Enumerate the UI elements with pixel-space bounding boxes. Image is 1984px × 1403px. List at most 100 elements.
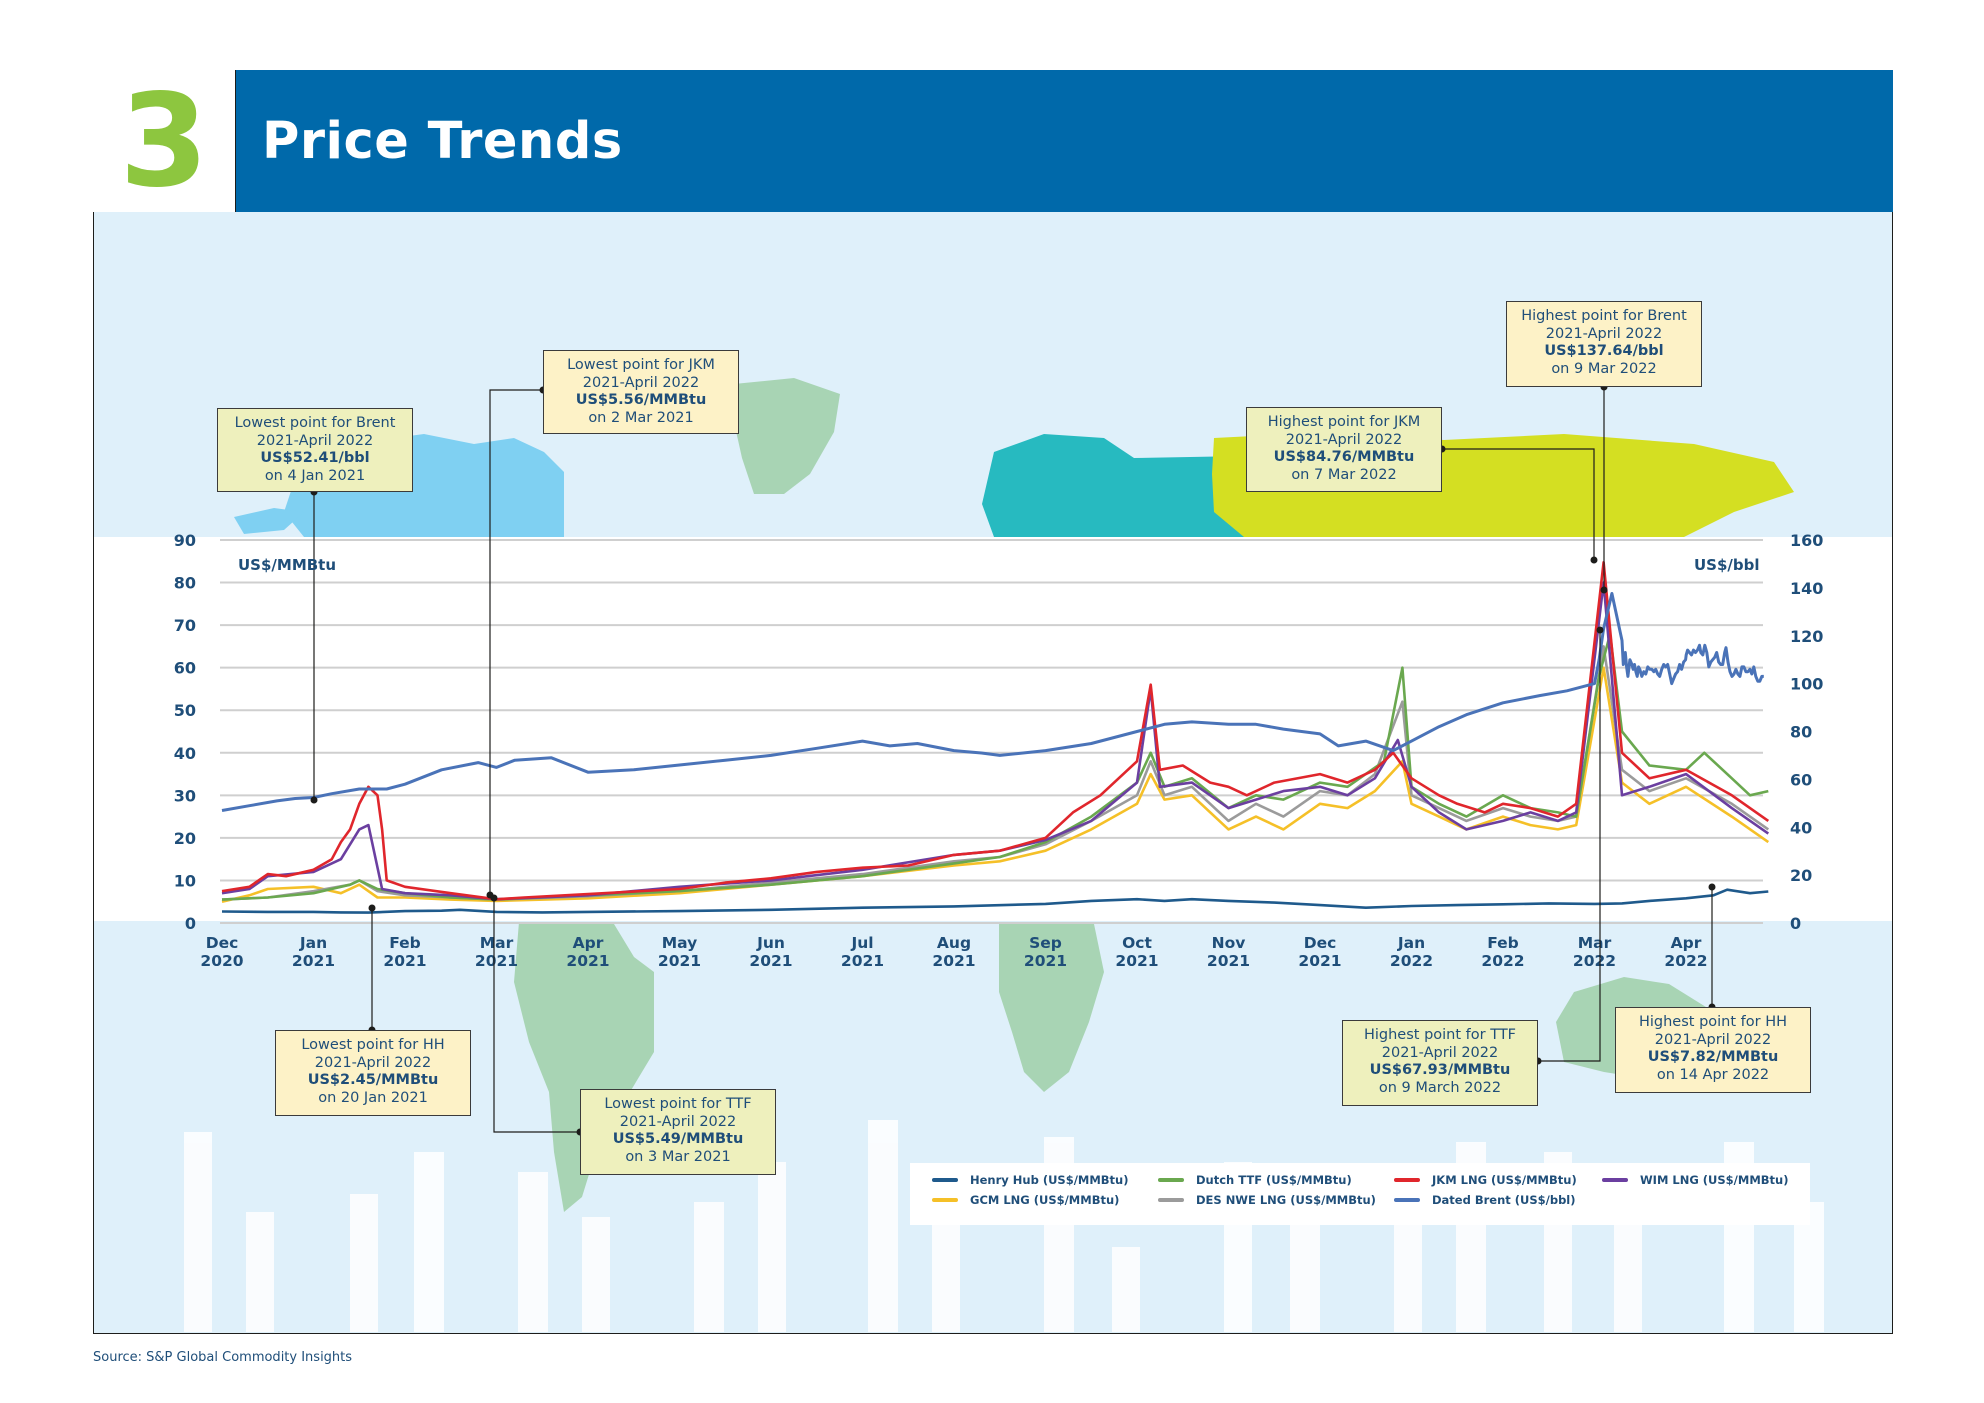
x-tick-month: Jul	[850, 934, 873, 952]
callout-value: US$2.45/MMBtu	[307, 1072, 439, 1088]
x-tick-year: 2021	[292, 952, 335, 970]
legend-swatch	[932, 1198, 958, 1202]
x-tick-month: Sep	[1029, 934, 1062, 952]
callout-jkm-low: Lowest point for JKM 2021-April 2022 US$…	[543, 350, 739, 434]
x-tick-year: 2021	[749, 952, 792, 970]
callout-line: Lowest point for TTF	[604, 1096, 752, 1112]
y2-tick-label: 0	[1790, 914, 1801, 933]
legend-item-dutch-ttf: Dutch TTF (US$/MMBtu)	[1158, 1173, 1352, 1187]
y-tick-label: 40	[174, 744, 196, 763]
x-tick-year: 2020	[200, 952, 243, 970]
leader-ttf-low-end-dot	[490, 894, 498, 902]
x-tick-month: Jun	[756, 934, 785, 952]
x-tick-year: 2021	[932, 952, 975, 970]
callout-date: on 3 Mar 2021	[625, 1148, 731, 1165]
source-note: Source: S&P Global Commodity Insights	[93, 1350, 353, 1365]
y-tick-label: 60	[174, 659, 196, 678]
callout-line: Lowest point for Brent	[234, 415, 396, 431]
callout-brent-low: Lowest point for Brent 2021-April 2022 U…	[217, 408, 413, 492]
y2-tick-label: 120	[1790, 627, 1823, 646]
callout-ttf-high: Highest point for TTF 2021-April 2022 US…	[1342, 1020, 1538, 1106]
leader-ttf-low	[493, 898, 580, 1133]
callout-line: Lowest point for HH	[301, 1037, 445, 1053]
legend-item-brent: Dated Brent (US$/bbl)	[1394, 1193, 1576, 1207]
callout-hh-low: Lowest point for HH 2021-April 2022 US$2…	[275, 1030, 471, 1116]
annotation-leaders	[310, 383, 1716, 1136]
callout-line: Highest point for Brent	[1521, 308, 1687, 324]
callout-value: US$67.93/MMBtu	[1369, 1062, 1511, 1078]
callout-line: 2021-April 2022	[256, 432, 374, 449]
y-tick-label: 50	[174, 701, 196, 720]
legend-swatch	[1394, 1178, 1420, 1182]
y2-tick-label: 100	[1790, 675, 1823, 694]
x-tick-month: Dec	[1304, 934, 1337, 952]
legend-label: WIM LNG (US$/MMBtu)	[1640, 1173, 1789, 1187]
y-tick-label: 30	[174, 786, 196, 805]
x-tick-year: 2021	[1298, 952, 1341, 970]
callout-value: US$5.49/MMBtu	[612, 1131, 744, 1147]
callout-line: 2021-April 2022	[1381, 1044, 1499, 1061]
x-tick-month: Apr	[573, 934, 604, 952]
series-line-brent	[221, 592, 1764, 812]
y2-tick-label: 160	[1790, 531, 1823, 550]
callout-date: on 7 Mar 2022	[1291, 466, 1397, 483]
x-tick-month: Oct	[1122, 934, 1152, 952]
x-tick-month: Apr	[1671, 934, 1702, 952]
legend-label: Henry Hub (US$/MMBtu)	[970, 1173, 1129, 1187]
legend-swatch	[1394, 1198, 1420, 1202]
leader-hh-low-end-dot	[368, 904, 376, 912]
series-line-henry-hub	[221, 888, 1769, 914]
callout-line: 2021-April 2022	[1285, 431, 1403, 448]
x-tick-year: 2021	[475, 952, 518, 970]
callout-line: 2021-April 2022	[1654, 1031, 1772, 1048]
callout-date: on 4 Jan 2021	[264, 467, 366, 484]
x-tick-year: 2021	[658, 952, 701, 970]
x-tick-month: Dec	[206, 934, 239, 952]
x-tick-month: Mar	[1578, 934, 1612, 952]
callout-jkm-high: Highest point for JKM 2021-April 2022 US…	[1246, 407, 1442, 492]
callout-value: US$84.76/MMBtu	[1273, 449, 1415, 465]
leader-ttf-high-end-dot	[1596, 626, 1604, 634]
y-tick-label: 90	[174, 531, 196, 550]
legend-label: Dated Brent (US$/bbl)	[1432, 1193, 1576, 1207]
leader-jkm-high	[1442, 448, 1595, 560]
legend-swatch	[1158, 1178, 1184, 1182]
x-tick-year: 2022	[1481, 952, 1524, 970]
callout-value: US$52.41/bbl	[260, 450, 370, 466]
series-line-wim	[221, 581, 1770, 901]
y-axis-label-left: US$/MMBtu	[238, 556, 337, 574]
x-tick-year: 2022	[1390, 952, 1433, 970]
x-tick-year: 2021	[383, 952, 426, 970]
x-tick-year: 2021	[566, 952, 609, 970]
x-tick-month: Nov	[1212, 934, 1246, 952]
callout-date: on 9 March 2022	[1378, 1079, 1502, 1096]
callout-brent-high: Highest point for Brent 2021-April 2022 …	[1506, 301, 1702, 387]
callout-date: on 9 Mar 2022	[1551, 360, 1657, 377]
leader-jkm-low	[489, 389, 543, 895]
y-axis-ticks-left: 0 10 20 30 40 50 60 70 80 90	[174, 531, 196, 933]
series-lines	[221, 561, 1770, 914]
leader-brent-high-end-dot	[1600, 586, 1608, 594]
legend-item-wim: WIM LNG (US$/MMBtu)	[1602, 1173, 1788, 1187]
leader-hh-high-end-dot	[1708, 883, 1716, 891]
leader-brent-low-end-dot	[310, 796, 318, 804]
series-line-gcm	[221, 666, 1770, 903]
y-tick-label: 70	[174, 616, 196, 635]
y-tick-label: 80	[174, 574, 196, 593]
x-tick-month: Jan	[1397, 934, 1425, 952]
y2-tick-label: 40	[1790, 818, 1812, 837]
callout-value: US$7.82/MMBtu	[1647, 1049, 1779, 1065]
x-tick-month: Feb	[1487, 934, 1519, 952]
callout-value: US$5.56/MMBtu	[575, 392, 707, 408]
leader-ttf-high	[1538, 630, 1601, 1062]
callout-value: US$137.64/bbl	[1544, 343, 1664, 359]
callout-date: on 2 Mar 2021	[588, 409, 694, 426]
callout-line: 2021-April 2022	[1545, 325, 1663, 342]
callout-date: on 14 Apr 2022	[1656, 1066, 1770, 1083]
legend-label: JKM LNG (US$/MMBtu)	[1432, 1173, 1577, 1187]
series-line-jkm	[221, 561, 1770, 901]
page-title-text: Price Trends	[262, 111, 623, 171]
legend-item-gcm: GCM LNG (US$/MMBtu)	[932, 1193, 1119, 1207]
legend-label: DES NWE LNG (US$/MMBtu)	[1196, 1193, 1376, 1207]
